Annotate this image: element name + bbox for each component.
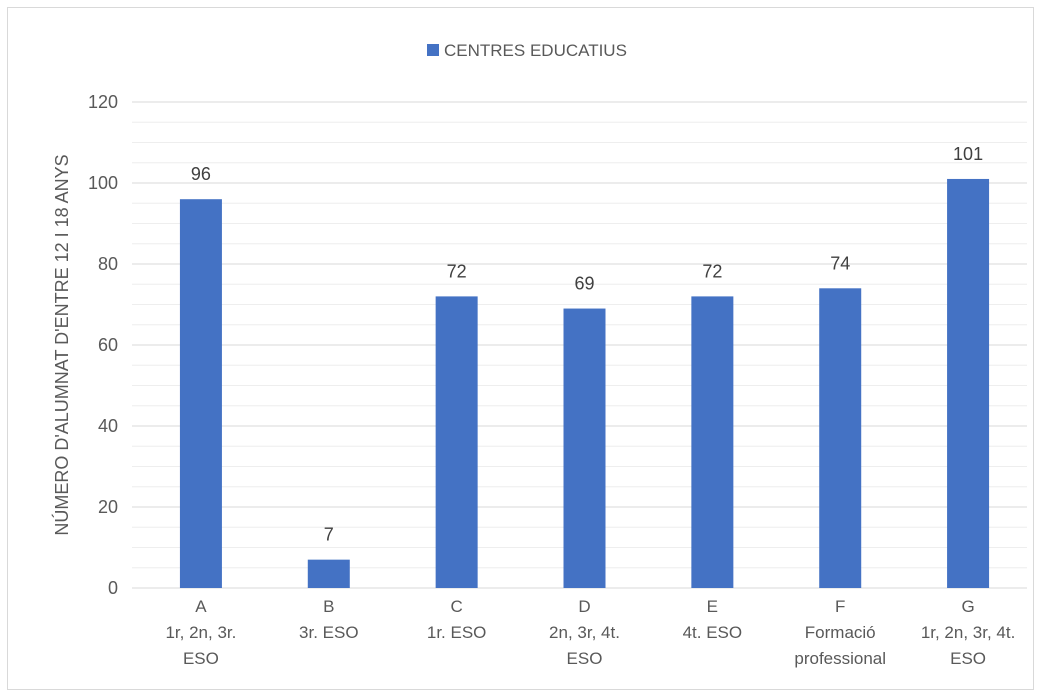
legend-swatch — [427, 44, 439, 56]
y-tick-label: 80 — [98, 254, 118, 274]
y-tick-labels: 0 20 40 60 80 100 120 — [88, 92, 118, 598]
legend-label: CENTRES EDUCATIUS — [444, 41, 627, 60]
y-axis-title: NÚMERO D'ALUMNAT D'ENTRE 12 I 18 ANYS — [51, 154, 72, 535]
x-category-label: B — [323, 597, 334, 616]
x-category-label: 2n, 3r, 4t. — [549, 623, 620, 642]
bar — [307, 559, 350, 588]
x-category-label: F — [835, 597, 845, 616]
bar — [947, 178, 990, 588]
bar — [563, 308, 606, 588]
y-tick-label: 40 — [98, 416, 118, 436]
x-category-label: A — [195, 597, 207, 616]
data-label: 74 — [830, 253, 850, 273]
x-category-label: professional — [794, 649, 886, 668]
data-labels: 96 7 72 69 72 74 101 — [191, 144, 983, 545]
x-category-label: G — [961, 597, 974, 616]
x-category-labels: A 1r, 2n, 3r. ESO B 3r. ESO C 1r. ESO D 2n, 3r, … — [165, 597, 1015, 668]
data-label: 7 — [324, 525, 334, 545]
x-category-label: ESO — [567, 649, 603, 668]
y-tick-label: 60 — [98, 335, 118, 355]
x-category-label: 1r. ESO — [427, 623, 487, 642]
x-category-label: 3r. ESO — [299, 623, 359, 642]
x-category-label: ESO — [183, 649, 219, 668]
y-tick-label: 20 — [98, 497, 118, 517]
data-label: 72 — [447, 261, 467, 281]
x-category-label: 1r, 2n, 3r. — [165, 623, 236, 642]
legend: CENTRES EDUCATIUS — [427, 41, 627, 60]
data-label: 72 — [702, 261, 722, 281]
chart-frame — [7, 7, 1034, 690]
x-category-label: Formació — [805, 623, 876, 642]
x-category-label: E — [707, 597, 718, 616]
x-category-label: D — [578, 597, 590, 616]
bar — [435, 296, 478, 588]
bar — [691, 296, 734, 588]
x-category-label: ESO — [950, 649, 986, 668]
y-tick-label: 100 — [88, 173, 118, 193]
x-category-label: 4t. ESO — [683, 623, 743, 642]
data-label: 96 — [191, 164, 211, 184]
data-label: 101 — [953, 144, 983, 164]
bar — [179, 199, 222, 588]
bar — [819, 288, 862, 588]
y-tick-label: 120 — [88, 92, 118, 112]
x-category-label: 1r, 2n, 3r, 4t. — [921, 623, 1016, 642]
bars — [179, 178, 990, 588]
data-label: 69 — [574, 274, 594, 294]
y-tick-label: 0 — [108, 578, 118, 598]
x-category-label: C — [451, 597, 463, 616]
